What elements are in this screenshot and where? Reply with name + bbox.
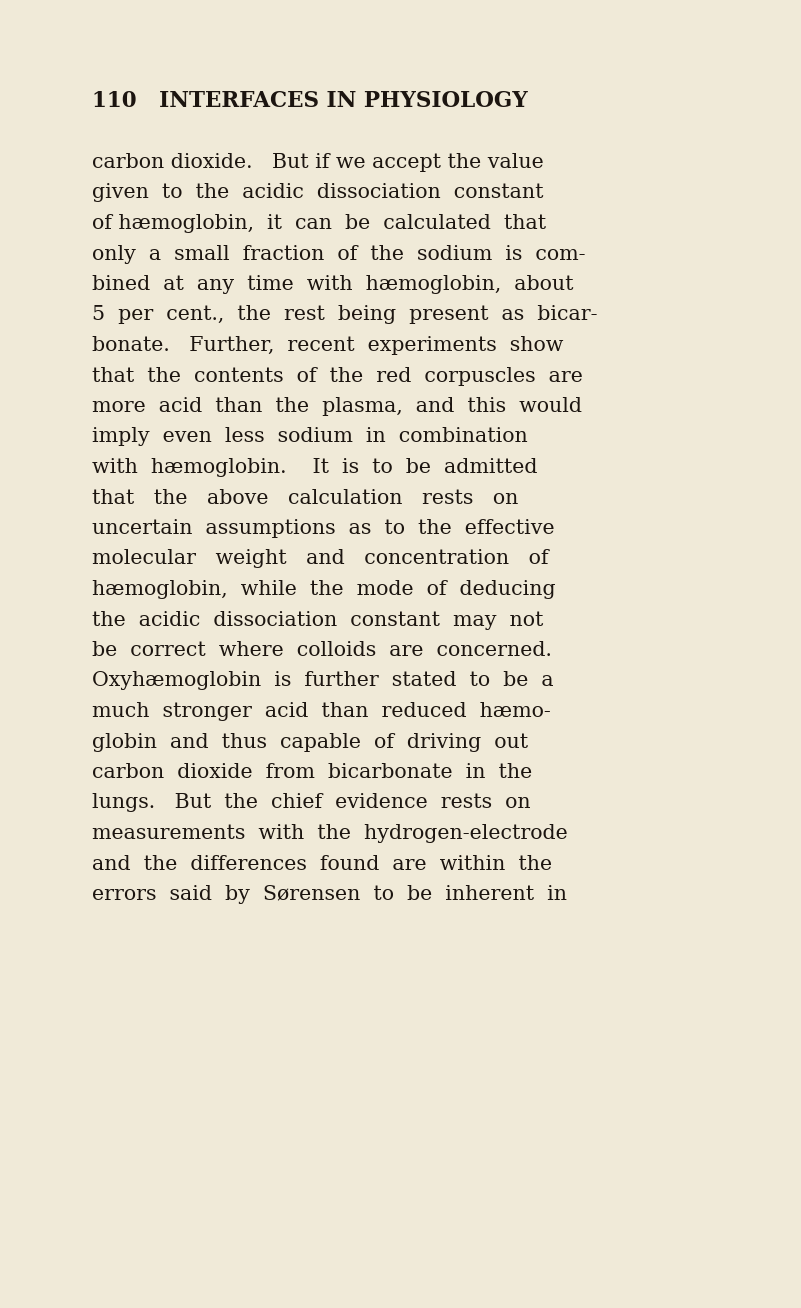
Text: Oxyhæmoglobin  is  further  stated  to  be  a: Oxyhæmoglobin is further stated to be a (92, 671, 553, 691)
Text: lungs.   But  the  chief  evidence  rests  on: lungs. But the chief evidence rests on (92, 794, 530, 812)
Text: globin  and  thus  capable  of  driving  out: globin and thus capable of driving out (92, 732, 528, 752)
Text: and  the  differences  found  are  within  the: and the differences found are within the (92, 854, 552, 874)
Text: of hæmoglobin,  it  can  be  calculated  that: of hæmoglobin, it can be calculated that (92, 215, 546, 233)
Text: the  acidic  dissociation  constant  may  not: the acidic dissociation constant may not (92, 611, 543, 629)
Text: bined  at  any  time  with  hæmoglobin,  about: bined at any time with hæmoglobin, about (92, 275, 574, 294)
Text: 110   INTERFACES IN PHYSIOLOGY: 110 INTERFACES IN PHYSIOLOGY (92, 90, 528, 112)
Text: 5  per  cent.,  the  rest  being  present  as  bicar-: 5 per cent., the rest being present as b… (92, 306, 598, 324)
Text: more  acid  than  the  plasma,  and  this  would: more acid than the plasma, and this woul… (92, 398, 582, 416)
Text: bonate.   Further,  recent  experiments  show: bonate. Further, recent experiments show (92, 336, 563, 354)
Text: with  hæmoglobin.    It  is  to  be  admitted: with hæmoglobin. It is to be admitted (92, 458, 537, 477)
Text: measurements  with  the  hydrogen-electrode: measurements with the hydrogen-electrode (92, 824, 568, 842)
Text: carbon dioxide.   But if we accept the value: carbon dioxide. But if we accept the val… (92, 153, 544, 171)
Text: uncertain  assumptions  as  to  the  effective: uncertain assumptions as to the effectiv… (92, 519, 554, 538)
Text: much  stronger  acid  than  reduced  hæmo-: much stronger acid than reduced hæmo- (92, 702, 551, 721)
Text: that   the   above   calculation   rests   on: that the above calculation rests on (92, 488, 518, 508)
Text: errors  said  by  Sørensen  to  be  inherent  in: errors said by Sørensen to be inherent i… (92, 886, 567, 904)
Text: be  correct  where  colloids  are  concerned.: be correct where colloids are concerned. (92, 641, 552, 661)
Text: imply  even  less  sodium  in  combination: imply even less sodium in combination (92, 428, 528, 446)
Text: only  a  small  fraction  of  the  sodium  is  com-: only a small fraction of the sodium is c… (92, 245, 586, 263)
Text: carbon  dioxide  from  bicarbonate  in  the: carbon dioxide from bicarbonate in the (92, 763, 532, 782)
Text: hæmoglobin,  while  the  mode  of  deducing: hæmoglobin, while the mode of deducing (92, 579, 556, 599)
Text: that  the  contents  of  the  red  corpuscles  are: that the contents of the red corpuscles … (92, 366, 583, 386)
Text: given  to  the  acidic  dissociation  constant: given to the acidic dissociation constan… (92, 183, 544, 203)
Text: molecular   weight   and   concentration   of: molecular weight and concentration of (92, 549, 549, 569)
